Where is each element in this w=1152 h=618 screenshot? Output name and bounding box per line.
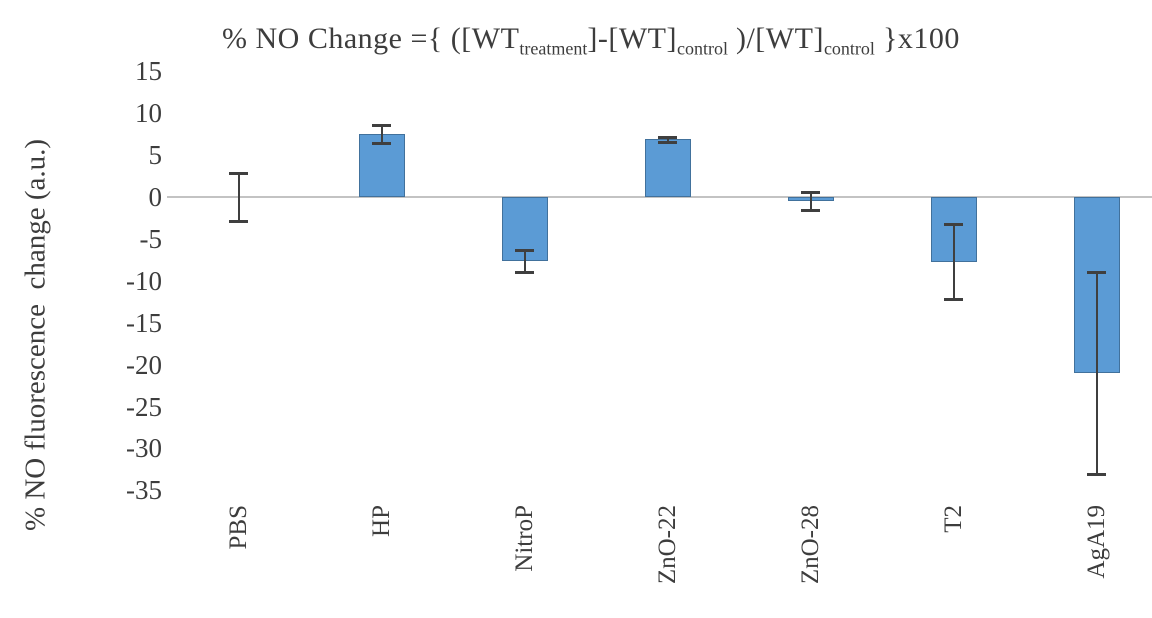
error-bar-ZnO-22 — [666, 136, 669, 142]
chart-title: % NO Change ={ ([WTtreatment]-[WT]contro… — [222, 22, 960, 59]
y-axis-tick-label: -35 — [126, 475, 162, 506]
chart-title-subscript: control — [676, 38, 728, 59]
bar-ZnO-22 — [644, 139, 691, 197]
error-bar-cap-top-NitroP — [515, 248, 534, 252]
x-axis-label-NitroP: NitroP — [510, 505, 538, 572]
y-axis-tick-label: -20 — [126, 349, 162, 380]
chart-title-segment: ]-[WT] — [587, 22, 677, 55]
error-bar-HP — [380, 124, 383, 144]
error-bar-cap-bottom-T2 — [944, 298, 963, 302]
y-axis-tick-label: 5 — [148, 140, 163, 171]
x-axis-label-HP: HP — [367, 505, 395, 537]
error-bar-cap-bottom-NitroP — [515, 270, 534, 274]
y-axis-tick-label: -10 — [126, 265, 162, 296]
error-bar-cap-bottom-ZnO-22 — [658, 140, 677, 144]
chart-title-segment: }x100 — [874, 22, 960, 55]
error-bar-cap-top-PBS — [229, 171, 248, 175]
y-axis-tick-label: -15 — [126, 307, 162, 338]
y-axis-tick-label: -30 — [126, 433, 162, 464]
error-bar-cap-top-ZnO-22 — [658, 135, 677, 139]
error-bar-cap-bottom-HP — [372, 142, 391, 146]
error-bar-cap-top-ZnO-28 — [801, 190, 820, 194]
x-axis-label-T2: T2 — [939, 505, 967, 533]
y-axis-tick-label: 10 — [135, 98, 162, 129]
error-bar-cap-top-T2 — [944, 222, 963, 226]
error-bar-NitroP — [523, 249, 526, 272]
error-bar-cap-top-AgA19 — [1087, 271, 1106, 275]
chart-title-subscript: control — [823, 38, 875, 59]
error-bar-cap-top-HP — [372, 123, 391, 127]
x-axis-label-ZnO-28: ZnO-28 — [796, 505, 824, 585]
error-bar-ZnO-28 — [809, 191, 812, 211]
chart-title-subscript: treatment — [519, 38, 588, 59]
x-axis-label-ZnO-22: ZnO-22 — [653, 505, 681, 585]
y-axis-tick-label: 15 — [135, 56, 162, 87]
chart-title-segment: )/[WT] — [727, 22, 824, 55]
y-axis-tick-label: -5 — [139, 223, 163, 254]
y-axis-tick-label: -25 — [126, 391, 162, 422]
x-axis-zero-line — [167, 196, 1152, 198]
y-axis-tick-label: 0 — [148, 182, 163, 212]
x-axis-label-PBS: PBS — [224, 505, 252, 550]
error-bar-PBS — [237, 172, 240, 222]
error-bar-cap-bottom-ZnO-28 — [801, 209, 820, 213]
chart-title-segment: % NO Change ={ ([WT — [222, 22, 520, 55]
y-axis-title: % NO fluorescence change (a.u.) — [19, 138, 52, 532]
x-axis-label-AgA19: AgA19 — [1082, 505, 1110, 579]
error-bar-cap-bottom-AgA19 — [1087, 472, 1106, 476]
error-bar-AgA19 — [1095, 272, 1098, 474]
error-bar-cap-bottom-PBS — [229, 220, 248, 224]
error-bar-T2 — [952, 223, 955, 300]
